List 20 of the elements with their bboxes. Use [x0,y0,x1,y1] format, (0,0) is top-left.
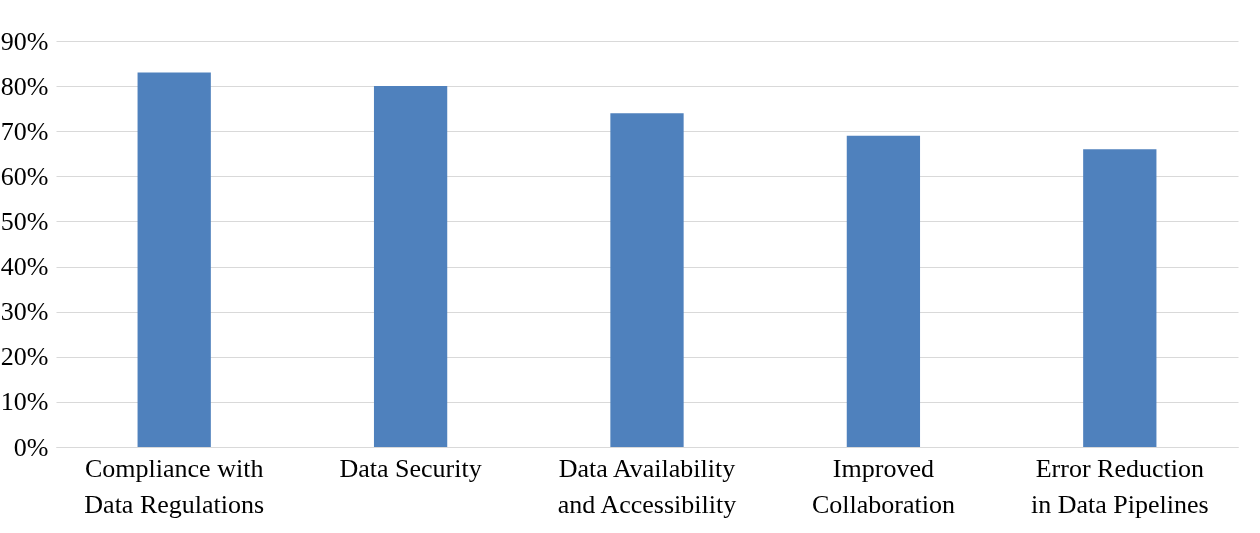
y-tick-label: 10% [0,387,49,417]
y-tick-label: 20% [0,342,49,372]
x-tick-label: Improved Collaboration [811,453,955,519]
y-tick-label: 70% [0,116,49,146]
y-tick-label: 80% [0,71,49,101]
bar [373,86,448,447]
y-tick-label: 0% [13,432,49,462]
y-tick-label: 50% [0,206,49,236]
x-tick-label: Data Availability and Accessibility [557,453,737,519]
y-tick-label: 30% [0,297,49,327]
x-tick-label: Data Security [339,453,482,483]
bar [846,135,921,447]
y-tick-label: 60% [0,161,49,191]
y-tick-label: 90% [0,26,49,56]
x-tick-label: Compliance with Data Regulations [84,453,265,519]
y-tick-label: 40% [0,252,49,282]
bar [137,72,211,447]
bar [1083,149,1157,447]
bar [610,113,684,447]
x-tick-label: Error Reduction in Data Pipelines [1030,453,1209,519]
